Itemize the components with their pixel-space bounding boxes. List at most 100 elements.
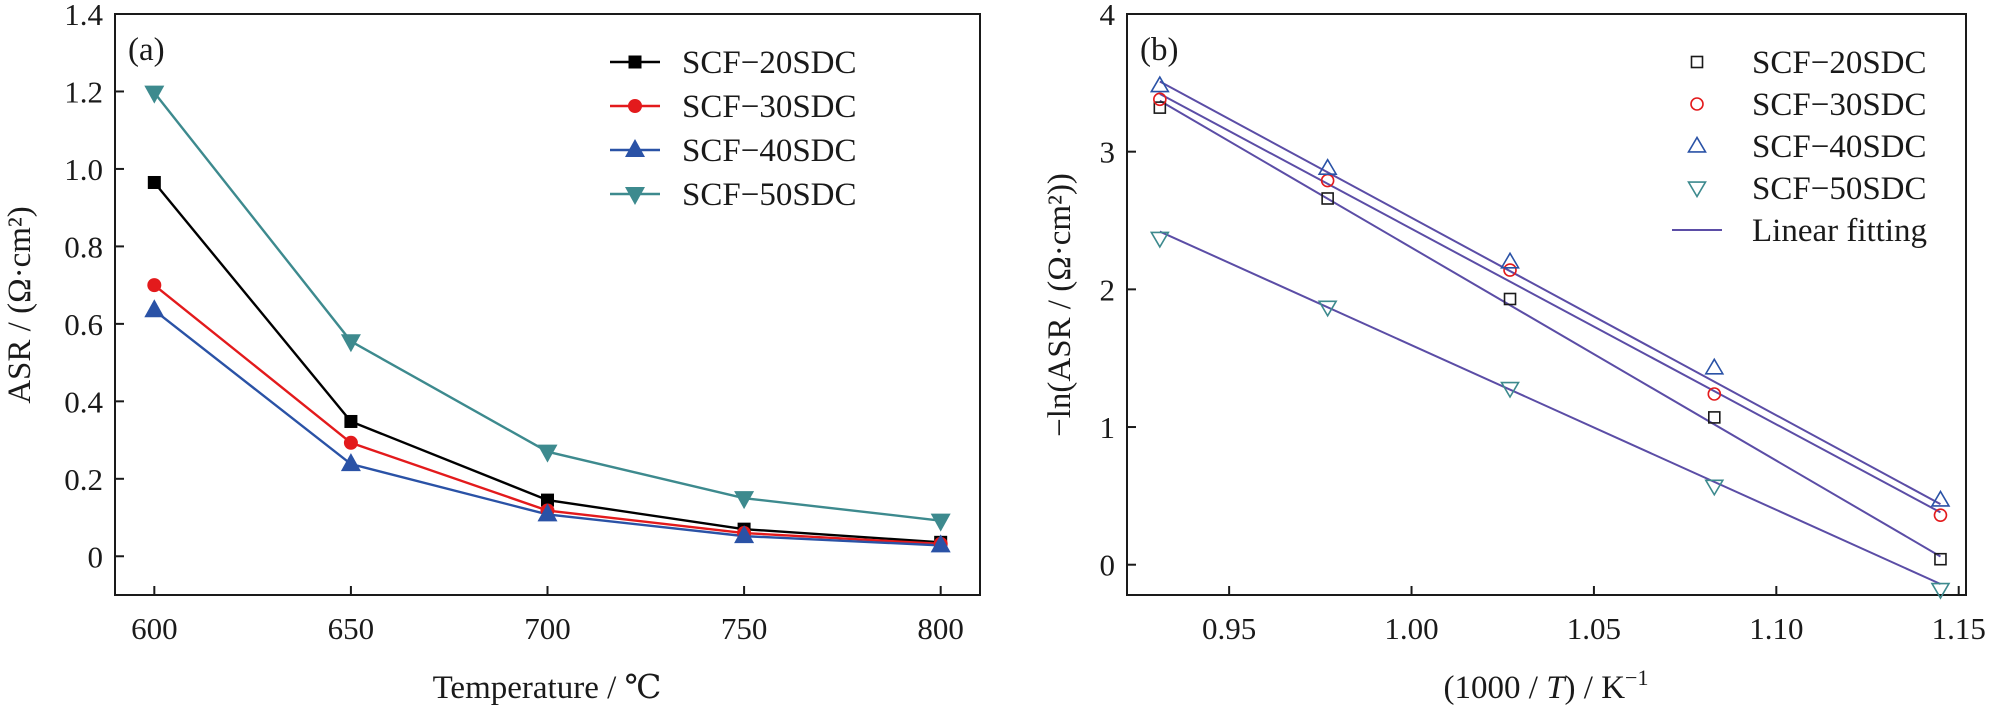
panel-b-chart: 0.95 1.00 1.05 1.10 1.15 0 1 2 3 4 (b) (1000 / T)…	[1042, 0, 1986, 706]
data-point	[734, 491, 755, 510]
x-tick-label: 650	[328, 611, 375, 646]
data-point	[1321, 192, 1334, 205]
data-point	[1500, 381, 1520, 399]
y-tick-label: 0.8	[64, 229, 103, 264]
data-point	[541, 493, 554, 507]
fit-line	[1159, 80, 1941, 506]
legend-swatch-marker	[628, 55, 642, 69]
data-point	[1930, 582, 1951, 600]
data-point	[1149, 75, 1170, 93]
data-point	[1503, 263, 1517, 277]
data-point	[1934, 552, 1947, 566]
data-point	[343, 435, 358, 450]
x-tick-label: 750	[721, 611, 768, 646]
y-tick-label: 0	[1100, 548, 1116, 583]
data-point	[147, 175, 161, 189]
y-tick-label: 4	[1100, 0, 1116, 32]
data-point	[1317, 300, 1338, 318]
panel-a-x-axis-title: Temperature / ℃	[433, 670, 662, 706]
x-tick-label: 0.95	[1202, 611, 1256, 646]
data-point	[1503, 292, 1517, 306]
data-point	[537, 444, 558, 463]
legend-label: Linear fitting	[1752, 213, 1927, 249]
data-point	[930, 513, 951, 532]
legend-swatch-marker	[625, 187, 645, 205]
y-tick-label: 0.6	[64, 307, 103, 342]
panel-b-plot-frame	[1126, 13, 1967, 596]
panel-a-ticks: 600 650 700 750 800 0 0.2 0.4 0.6 0.8 1.0 1.2 1.4	[64, 0, 964, 646]
panel-b-x-axis-title-suffix: ) / K	[1565, 670, 1626, 706]
panel-a-y-axis-title: ASR / (Ω·cm²)	[2, 206, 38, 404]
data-point	[144, 85, 165, 104]
x-tick-label: 1.00	[1384, 611, 1438, 646]
y-tick-label: 1.4	[64, 0, 103, 32]
legend-label: SCF−40SDC	[1752, 129, 1927, 165]
fit-line	[1159, 230, 1941, 585]
y-tick-label: 1.0	[64, 152, 103, 187]
data-point	[930, 534, 951, 553]
panel-a-chart: 600 650 700 750 800 0 0.2 0.4 0.6 0.8 1.0 1.2 1.4 (a…	[2, 0, 981, 706]
y-tick-label: 3	[1100, 135, 1116, 170]
data-point	[1708, 411, 1721, 424]
y-tick-label: 2	[1100, 272, 1116, 307]
data-point	[340, 453, 361, 472]
panel-b-y-axis-title: −ln(ASR / (Ω·cm²))	[1042, 173, 1078, 437]
data-point	[1704, 357, 1725, 375]
data-point	[537, 503, 558, 522]
series-line	[153, 181, 941, 544]
legend-swatch-marker	[1690, 55, 1704, 69]
panel-b-series-markers	[1149, 75, 1951, 600]
legend-label: SCF−30SDC	[682, 89, 857, 125]
panel-b-label: (b)	[1140, 32, 1178, 68]
legend-label: SCF−20SDC	[1752, 45, 1927, 81]
legend-swatch-marker	[628, 99, 642, 113]
panel-b-fit-lines	[1159, 80, 1941, 585]
panel-b-ticks: 0.95 1.00 1.05 1.10 1.15 0 1 2 3 4	[1100, 0, 1986, 646]
y-tick-label: 1	[1100, 410, 1116, 445]
data-point	[1707, 387, 1722, 401]
data-point	[340, 334, 361, 353]
panel-a-label: (a)	[128, 32, 165, 68]
x-tick-label: 600	[131, 611, 178, 646]
panel-b-x-axis-title: (1000 / T) / K−1	[1444, 665, 1649, 706]
legend-swatch-marker	[625, 139, 645, 157]
x-tick-label: 1.10	[1749, 611, 1803, 646]
x-tick-label: 1.15	[1932, 611, 1986, 646]
data-point	[1933, 508, 1948, 522]
legend-label: SCF−50SDC	[1752, 171, 1927, 207]
panel-b-legend: SCF−20SDC SCF−30SDC SCF−40SDC SCF−50SDC Line…	[1672, 45, 1927, 249]
data-point	[1153, 92, 1167, 107]
legend-swatch-marker	[1687, 135, 1707, 153]
y-tick-label: 0.2	[64, 462, 103, 497]
panel-a-series-markers	[144, 85, 951, 553]
y-tick-label: 0	[88, 539, 104, 574]
y-tick-label: 0.4	[64, 384, 103, 419]
panel-b-x-axis-title-superscript: −1	[1625, 665, 1648, 690]
panel-b-x-axis-title-prefix: (1000 /	[1444, 670, 1547, 706]
legend-swatch-marker	[1690, 97, 1704, 111]
data-point	[147, 278, 162, 293]
data-point	[1930, 489, 1951, 507]
fit-line	[1159, 92, 1941, 514]
panel-a-legend: SCF−20SDC SCF−30SDC SCF−40SDC SCF−50SDC	[610, 45, 857, 213]
data-point	[734, 525, 755, 544]
data-point	[1704, 479, 1725, 497]
x-tick-label: 700	[524, 611, 571, 646]
data-point	[1153, 101, 1167, 114]
data-point	[1317, 158, 1338, 175]
x-tick-label: 800	[917, 611, 964, 646]
legend-label: SCF−40SDC	[682, 133, 857, 169]
data-point	[1500, 251, 1520, 269]
legend-label: SCF−30SDC	[1752, 87, 1927, 123]
data-point	[1149, 231, 1170, 249]
data-point	[144, 299, 165, 318]
data-point	[344, 414, 358, 428]
panel-b-x-axis-title-italic: T	[1546, 670, 1567, 706]
x-tick-label: 1.05	[1567, 611, 1621, 646]
legend-label: SCF−20SDC	[682, 45, 857, 81]
y-tick-label: 1.2	[64, 74, 103, 109]
legend-swatch-marker	[1687, 181, 1707, 199]
legend-label: SCF−50SDC	[682, 177, 857, 213]
fit-line	[1159, 99, 1941, 558]
